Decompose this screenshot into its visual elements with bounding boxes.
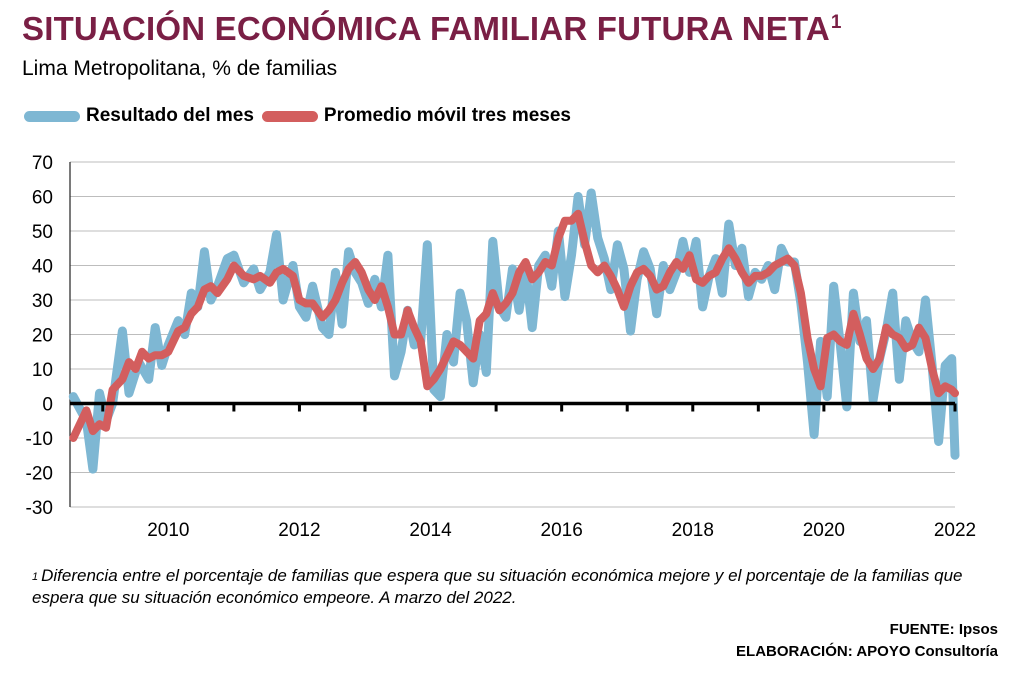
source-credit: FUENTE: Ipsos bbox=[889, 621, 998, 638]
y-tick-label: -20 bbox=[26, 464, 53, 485]
legend-item-monthly: Resultado del mes bbox=[24, 105, 254, 127]
x-tick-label: 2010 bbox=[147, 520, 189, 541]
y-tick-label: 0 bbox=[42, 395, 53, 416]
x-tick-label: 2020 bbox=[803, 520, 845, 541]
y-tick-label: 70 bbox=[32, 153, 53, 174]
chart-title: SITUACIÓN ECONÓMICA FAMILIAR FUTURA NETA… bbox=[22, 10, 842, 48]
y-tick-label: 30 bbox=[32, 291, 53, 312]
y-tick-label: -30 bbox=[26, 498, 53, 519]
footnote-marker: 1 bbox=[32, 571, 39, 583]
footnote: 1 Diferencia entre el porcentaje de famil… bbox=[32, 565, 1007, 609]
y-tick-label: 10 bbox=[32, 360, 53, 381]
legend-label-monthly: Resultado del mes bbox=[86, 105, 254, 126]
legend-label-moving-average: Promedio móvil tres meses bbox=[323, 105, 571, 126]
x-tick-label: 2018 bbox=[672, 520, 714, 541]
y-tick-label: 20 bbox=[32, 326, 53, 347]
series-line-monthly bbox=[68, 188, 960, 474]
chart-legend: Resultado del mes Promedio móvil tres me… bbox=[24, 105, 579, 127]
series-line-moving-average bbox=[69, 209, 959, 442]
source-block: FUENTE: Ipsos ELABORACIÓN: APOYO Consult… bbox=[736, 619, 998, 663]
chart-title-text: SITUACIÓN ECONÓMICA FAMILIAR FUTURA NETA bbox=[22, 10, 830, 47]
y-tick-label: 50 bbox=[32, 222, 53, 243]
y-tick-label: -10 bbox=[26, 429, 53, 450]
legend-item-moving-average: Promedio móvil tres meses bbox=[261, 105, 571, 127]
y-tick-label: 40 bbox=[32, 257, 53, 278]
title-footnote-marker: 1 bbox=[830, 12, 842, 33]
y-tick-label: 60 bbox=[32, 188, 53, 209]
x-tick-label: 2014 bbox=[409, 520, 452, 541]
legend-swatch-monthly bbox=[24, 110, 80, 122]
footnote-text: Diferencia entre el porcentaje de famili… bbox=[32, 566, 963, 607]
elaboration-credit: ELABORACIÓN: APOYO Consultoría bbox=[736, 643, 998, 660]
x-tick-label: 2022 bbox=[934, 520, 976, 541]
chart-subtitle: Lima Metropolitana, % de familias bbox=[22, 57, 338, 80]
x-tick-label: 2012 bbox=[278, 520, 320, 541]
legend-swatch-moving-average bbox=[261, 110, 318, 122]
x-tick-label: 2016 bbox=[541, 520, 583, 541]
